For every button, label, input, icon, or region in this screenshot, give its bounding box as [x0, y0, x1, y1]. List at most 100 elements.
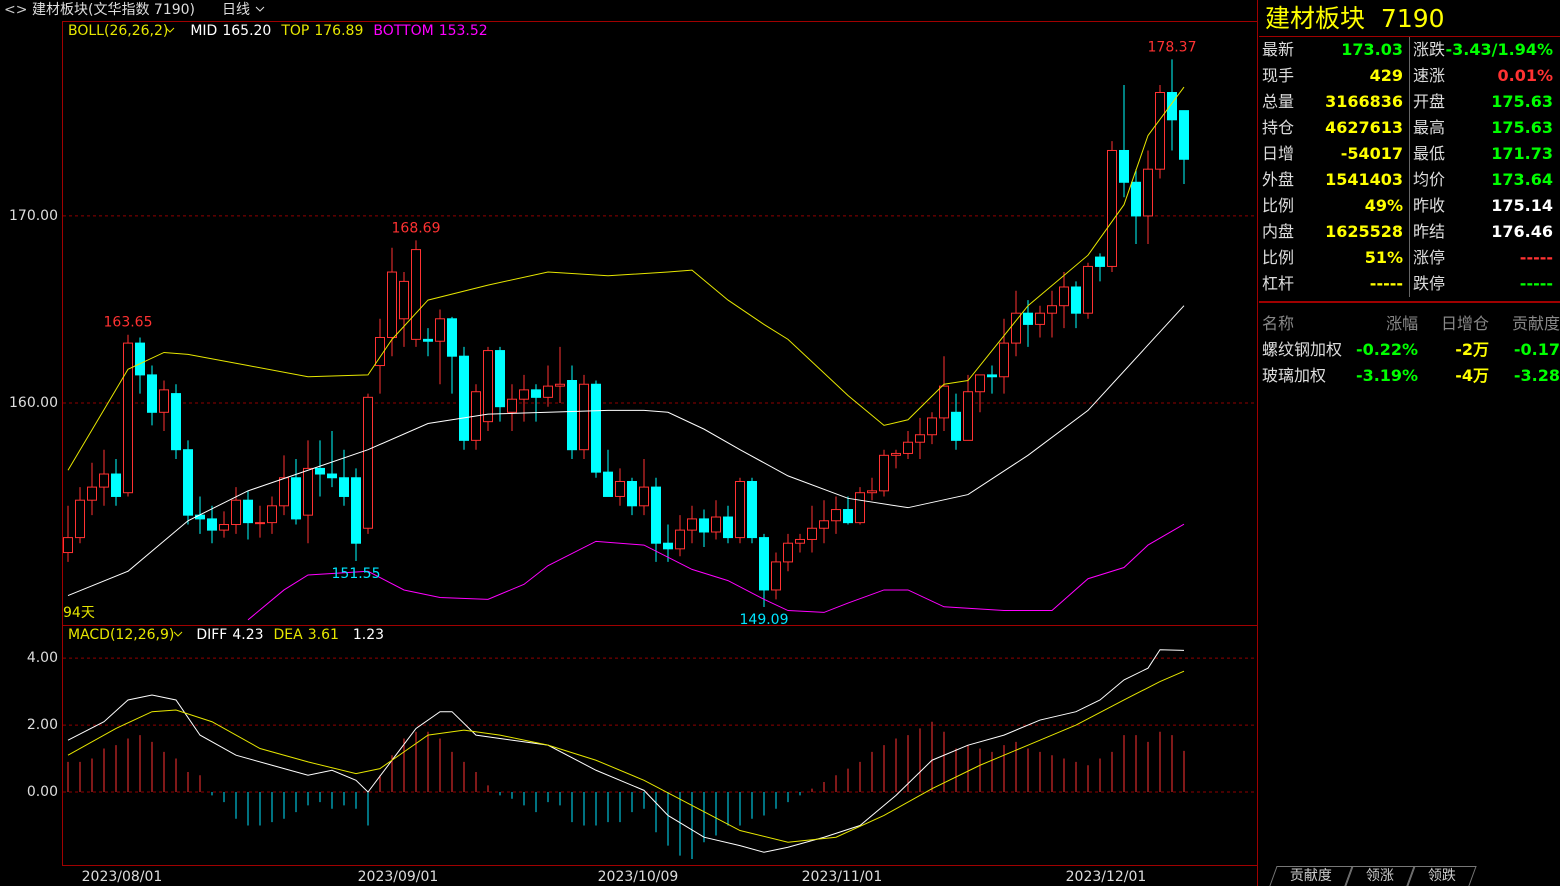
candle-body	[675, 529, 685, 550]
sector-cell: -3.19%	[1355, 366, 1419, 385]
candle-body	[159, 389, 169, 413]
candle-body	[879, 454, 889, 492]
tab-label: 贡献度	[1289, 868, 1332, 884]
candle-body	[411, 249, 421, 340]
candle-body	[831, 509, 841, 522]
candle-body	[999, 342, 1009, 378]
quote-label: 最低	[1413, 144, 1446, 163]
candle-body	[543, 385, 553, 398]
code: 7190	[1380, 4, 1445, 33]
series-name: DEA	[274, 627, 304, 643]
series-value: 3.61	[308, 627, 339, 643]
quote-label: 总量	[1262, 92, 1295, 111]
y-tick-label: 2.00	[27, 717, 58, 733]
quote-cell: 最低 171.73	[1409, 141, 1559, 167]
quote-cell: 总量 3166836	[1259, 89, 1409, 115]
quote-row: 比例 51% 涨停 -----	[1259, 245, 1560, 271]
quote-row: 外盘 1541403 均价 173.64	[1259, 167, 1560, 193]
candle-body	[135, 342, 145, 376]
candle-body	[651, 486, 661, 544]
candle-body	[951, 411, 961, 441]
quote-value: 3166836	[1325, 92, 1403, 111]
candle-body	[687, 518, 697, 531]
quote-cell: 涨停 -----	[1409, 245, 1559, 271]
quote-cell: 持仓 4627613	[1259, 115, 1409, 141]
quote-label: 杠杆	[1262, 274, 1295, 293]
quote-label: 均价	[1413, 170, 1446, 189]
quote-label: 涨停	[1413, 248, 1446, 267]
quote-value: -----	[1519, 274, 1553, 293]
candle-body	[243, 499, 253, 524]
candle-body	[519, 389, 529, 400]
candle-body	[939, 385, 949, 419]
sector-row: 玻璃加权 -3.19% -4万 -3.28	[1259, 363, 1560, 389]
quote-value: 0.01%	[1497, 66, 1553, 85]
quote-row: 总量 3166836 开盘 175.63	[1259, 89, 1560, 115]
candle-body	[1071, 286, 1081, 314]
quote-label: 昨结	[1413, 222, 1446, 241]
candle-body	[147, 374, 157, 413]
candle-body	[723, 516, 733, 539]
tab-label: 领涨	[1365, 868, 1394, 884]
candle-body	[555, 383, 565, 387]
extreme-label: 168.69	[392, 220, 441, 236]
period[interactable]: 日线	[222, 2, 250, 18]
quote-label: 最新	[1262, 40, 1295, 59]
candle-body	[867, 490, 877, 494]
tabs: 贡献度 领涨 领跌	[1269, 866, 1477, 886]
candle-body	[279, 477, 289, 507]
candle-body	[75, 499, 85, 539]
indicator-line	[67, 670, 1185, 843]
quote-cell: 比例 49%	[1259, 193, 1409, 219]
series-name: TOP	[280, 23, 309, 39]
candle-body	[819, 520, 829, 529]
candle-body	[339, 477, 349, 497]
series-name: DIFF	[196, 627, 227, 643]
candle-body	[1131, 181, 1141, 217]
x-tick-label: 2023/08/01	[82, 869, 163, 885]
quote-cell: 跌停 -----	[1409, 271, 1559, 297]
tab[interactable]: 领跌	[1407, 866, 1477, 886]
tab[interactable]: 领涨	[1345, 866, 1415, 886]
quote-value: 4627613	[1325, 118, 1403, 137]
candle-body	[219, 524, 229, 531]
y-tick-label: 0.00	[27, 784, 58, 800]
period-label: 94天	[63, 605, 95, 621]
column-header: 涨幅	[1386, 314, 1419, 333]
quote-label: 比例	[1262, 248, 1295, 267]
sector-cell: -3.28	[1513, 366, 1560, 385]
sector-header: 名称 涨幅 日增仓 贡献度	[1259, 311, 1560, 337]
sector-cell: -4万	[1455, 366, 1490, 385]
menu-icon[interactable]: <>	[4, 2, 27, 18]
candle-body	[507, 398, 517, 413]
quote-value: 171.73	[1491, 144, 1553, 163]
candle-body	[387, 271, 397, 338]
quote-value: 176.46	[1491, 222, 1553, 241]
quote-value: -----	[1519, 248, 1553, 267]
candle-body	[1023, 312, 1033, 325]
candle-body	[855, 492, 865, 524]
indicator: BOLL(26,26,2)	[68, 23, 168, 39]
candle-body	[1083, 265, 1093, 314]
quote-label: 最高	[1413, 118, 1446, 137]
candle-body	[891, 452, 901, 456]
quote-value: 49%	[1364, 196, 1403, 215]
tab[interactable]: 贡献度	[1269, 866, 1353, 886]
quote-label: 日增	[1262, 144, 1295, 163]
y-tick-label: 4.00	[27, 650, 58, 666]
legend: BOLL(26,26,2) MID 165.20 TOP 176.89 BOTTOM 153…	[68, 23, 488, 39]
x-tick-label: 2023/10/09	[598, 869, 679, 885]
candle-body	[747, 480, 757, 539]
candle-body	[171, 393, 181, 451]
candle-body	[327, 473, 337, 479]
quote-label: 内盘	[1262, 222, 1295, 241]
candle-body	[843, 509, 853, 524]
quote-title: 建材板块 7190	[1259, 0, 1560, 37]
candle-body	[87, 486, 97, 501]
chart: <> 建材板块(文华指数 7190) 日线 170.00 160.00 163.65…	[4, 0, 1258, 886]
column-header: 名称	[1262, 314, 1295, 333]
quote-value: 173.03	[1341, 40, 1403, 59]
candle-body	[99, 473, 109, 488]
candle-body	[591, 383, 601, 473]
